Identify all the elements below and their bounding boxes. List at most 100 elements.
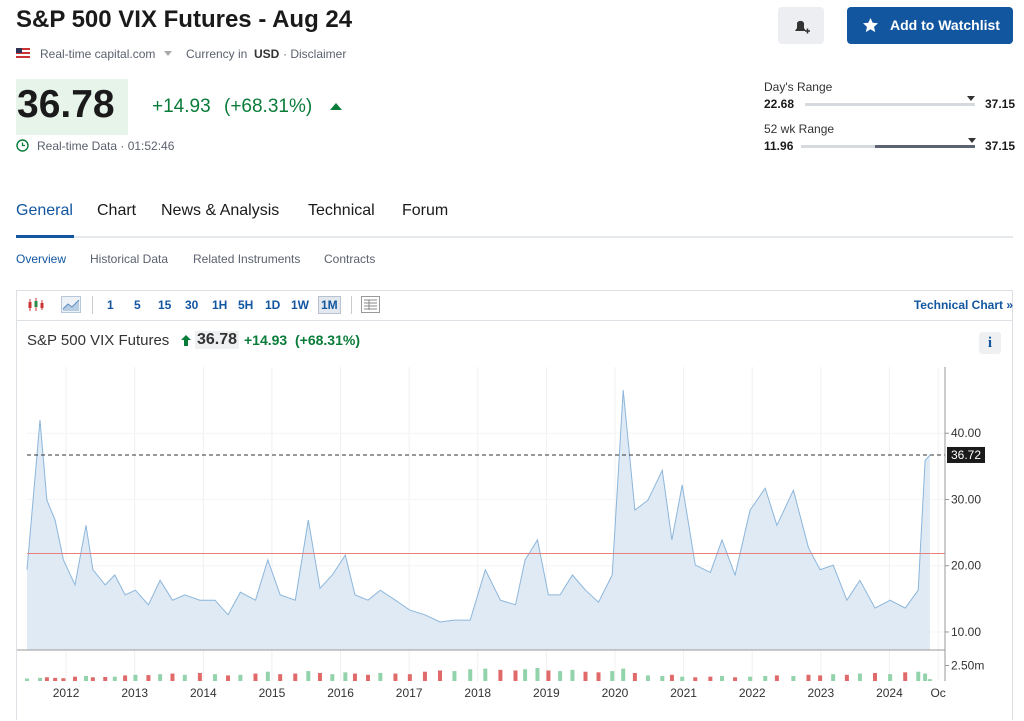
area-fill — [27, 390, 930, 650]
subtab[interactable]: Contracts — [324, 252, 376, 266]
volume-bar — [133, 674, 138, 681]
x-tick-label: 2020 — [602, 686, 629, 700]
tab[interactable]: Chart — [97, 202, 137, 219]
volume-bar — [774, 675, 779, 681]
volume-bar — [927, 679, 932, 681]
interval-button[interactable]: 1D — [265, 298, 281, 312]
interval-button[interactable]: 1 — [107, 298, 114, 312]
volume-bar — [923, 673, 928, 681]
volume-bar — [158, 674, 163, 681]
volume-bar — [197, 672, 202, 681]
area-icon[interactable] — [61, 296, 81, 313]
range-label: Day's Range — [764, 80, 833, 94]
tab[interactable]: Technical — [308, 202, 375, 219]
y-tick-label: 10.00 — [951, 625, 981, 639]
chart-change: +14.93 — [244, 332, 288, 348]
interval-button[interactable]: 5H — [238, 298, 254, 312]
x-tick-label: 2022 — [739, 686, 766, 700]
range-track — [805, 103, 975, 106]
interval-button[interactable]: 1H — [212, 298, 228, 312]
interval-button[interactable]: 1W — [291, 298, 309, 312]
volume-bar — [407, 674, 412, 681]
watchlist-label: Add to Watchlist — [890, 17, 1000, 33]
range-high: 37.15 — [985, 97, 1016, 111]
source[interactable]: Real-time capital.com — [40, 47, 156, 61]
interval-button[interactable]: 15 — [158, 298, 172, 312]
range-marker — [966, 96, 975, 101]
interval-button[interactable]: 30 — [185, 298, 199, 312]
volume-bar — [791, 676, 796, 681]
technical-chart-link[interactable]: Technical Chart » — [913, 298, 1013, 312]
volume-bar — [468, 669, 473, 681]
volume-bar — [621, 668, 626, 681]
volume-bar — [818, 675, 823, 681]
y-tick-label: 30.00 — [951, 492, 981, 506]
x-tick-label: 2013 — [121, 686, 148, 700]
range-high: 37.15 — [985, 139, 1016, 153]
candles-icon[interactable] — [27, 297, 45, 313]
table-icon[interactable] — [361, 296, 380, 313]
volume-bar — [73, 676, 78, 681]
interval-button[interactable]: 1M — [318, 296, 341, 314]
volume-bar — [238, 674, 243, 681]
subtab[interactable]: Overview — [16, 252, 67, 266]
volume-bar — [610, 671, 615, 681]
volume-bar — [844, 674, 849, 681]
volume-bar — [888, 674, 893, 681]
volume-bar — [422, 671, 427, 681]
volume-bar — [182, 674, 187, 681]
x-tick-label: 2016 — [327, 686, 354, 700]
subtab[interactable]: Historical Data — [90, 252, 169, 266]
y-tick-label: 40.00 — [951, 426, 981, 440]
volume-bar — [632, 672, 637, 681]
interval-button[interactable]: 5 — [134, 298, 141, 312]
currency: USD — [254, 47, 280, 61]
range-low: 22.68 — [764, 97, 795, 111]
tab[interactable]: General — [16, 202, 73, 219]
tab[interactable]: Forum — [402, 202, 449, 219]
volume-bar — [170, 673, 175, 681]
volume-bar — [146, 675, 151, 681]
caret — [164, 51, 172, 56]
volume-bar — [857, 673, 862, 681]
volume-bar — [483, 668, 488, 681]
clock-icon — [16, 139, 29, 152]
volume-bar — [317, 672, 322, 681]
range-marker — [968, 138, 977, 143]
volume-bar — [90, 677, 95, 681]
page-title: S&P 500 VIX Futures - Aug 24 — [16, 6, 353, 33]
chart-change-pct: (+68.31%) — [295, 332, 360, 348]
realtime: Real-time Data · 01:52:46 — [37, 139, 175, 153]
change: +14.93 — [152, 96, 211, 117]
x-tick-label: 2021 — [670, 686, 697, 700]
volume-bar — [669, 674, 674, 681]
volume-bar — [330, 674, 335, 681]
price-box — [16, 79, 128, 135]
subtab[interactable]: Related Instruments — [193, 252, 301, 266]
up-arrow — [330, 103, 342, 110]
volume-bar — [253, 673, 258, 681]
alert-button[interactable] — [778, 7, 824, 44]
volume-bar — [293, 673, 298, 681]
volume-bar — [44, 677, 49, 681]
chart-up-arrow — [181, 335, 191, 346]
currency-label: Currency in — [186, 47, 248, 61]
change-pct: (+68.31%) — [224, 96, 313, 117]
watchlist-button[interactable]: Add to Watchlist — [847, 7, 1013, 44]
volume-bar — [365, 674, 370, 681]
toolbar-sep — [92, 296, 93, 314]
volume-bar — [343, 672, 348, 681]
current-value-box — [947, 446, 985, 463]
chart-frame — [16, 290, 1013, 720]
tab[interactable]: News & Analysis — [161, 202, 280, 219]
volume-tick-label: 2.50m — [951, 659, 984, 673]
bell-icon — [795, 20, 810, 34]
disclaimer[interactable]: · Disclaimer — [283, 47, 347, 61]
volume-bar — [831, 674, 836, 681]
volume-bar — [916, 671, 921, 681]
info-button[interactable]: i — [979, 332, 1001, 354]
volume-bar — [680, 676, 685, 681]
range-label: 52 wk Range — [764, 122, 835, 136]
volume-bar — [38, 677, 43, 681]
volume-bar — [570, 669, 575, 681]
